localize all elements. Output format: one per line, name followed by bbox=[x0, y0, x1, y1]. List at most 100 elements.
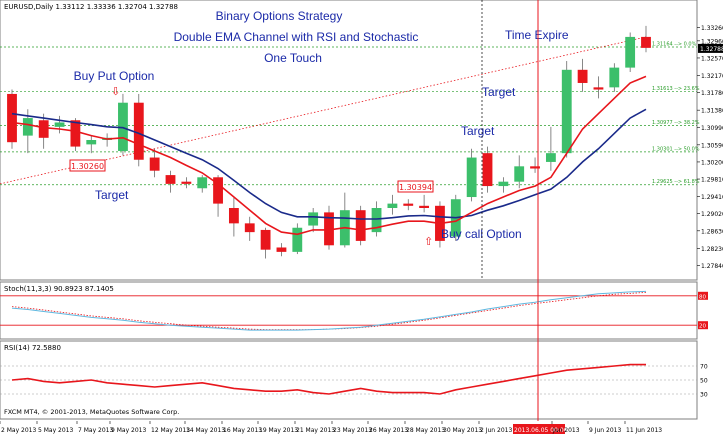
candle bbox=[244, 216, 255, 241]
x-tick-label: 9 Jun 2013 bbox=[589, 427, 621, 434]
candle-body bbox=[482, 153, 493, 187]
x-tick-label: 19 May 2013 bbox=[259, 427, 298, 434]
x-tick-label: 2 May 2013 bbox=[1, 427, 36, 434]
candle bbox=[561, 61, 572, 158]
y-tick-label: 1.31380 bbox=[701, 108, 723, 115]
x-tick-label: 14 May 2013 bbox=[186, 427, 225, 434]
candle bbox=[213, 175, 223, 217]
candle bbox=[165, 170, 176, 193]
y-tick-label: 1.27840 bbox=[701, 263, 723, 270]
rsi-header: RSI(14) 72.5880 bbox=[4, 344, 61, 352]
candle-body bbox=[561, 69, 572, 154]
candle-body bbox=[22, 118, 33, 136]
last-price-tag bbox=[698, 43, 723, 53]
candle bbox=[197, 175, 208, 193]
candle-body bbox=[625, 36, 636, 68]
fib-levels: 1.31164 --> 0.0% 1.31613 --> 23.6% 1.30977… bbox=[0, 41, 700, 185]
candle-body bbox=[498, 181, 509, 187]
fib-level-label: 1.31164 --> 0.0% bbox=[652, 41, 697, 47]
price-pane: 1.31164 --> 0.0% 1.31613 --> 23.6% 1.30977… bbox=[0, 0, 723, 281]
title-line-2: Double EMA Channel with RSI and Stochast… bbox=[174, 30, 419, 44]
candle-body bbox=[514, 166, 525, 182]
rsi-level-text: 50 bbox=[700, 378, 708, 385]
stoch-pane-frame bbox=[0, 281, 698, 340]
candle-body bbox=[324, 212, 334, 246]
candle bbox=[86, 135, 97, 154]
y-tick-label: 1.30990 bbox=[701, 125, 723, 132]
candle bbox=[498, 177, 509, 193]
target-label-2: Target bbox=[461, 124, 495, 138]
candle-body bbox=[149, 157, 160, 171]
candle-body bbox=[466, 157, 477, 198]
price-box-1-text: 1.30260 bbox=[71, 162, 104, 171]
time-expire-label: Time Expire bbox=[505, 28, 569, 42]
up-arrow-icon: ⇧ bbox=[424, 235, 433, 248]
y-tick-label: 1.30200 bbox=[701, 159, 723, 166]
price-axis: 1.33260 1.32960 1.32570 1.32170 1.31780 1.313… bbox=[697, 25, 723, 270]
stoch-lines: 80 20 bbox=[0, 290, 708, 331]
candle bbox=[54, 115, 65, 134]
candle bbox=[387, 194, 398, 215]
candle bbox=[276, 243, 287, 257]
candle-body bbox=[118, 102, 128, 151]
candle-body bbox=[292, 227, 303, 252]
candle bbox=[625, 32, 636, 72]
x-tick-label: Jun 2013 bbox=[552, 427, 580, 434]
x-tick-label: 28 May 2013 bbox=[406, 427, 445, 434]
x-tick-label: 26 May 2013 bbox=[369, 427, 408, 434]
candle-body bbox=[593, 87, 604, 90]
x-tick-label: 7 May 2013 bbox=[78, 427, 113, 434]
rsi-line bbox=[11, 363, 646, 395]
title-line-1: Binary Options Strategy bbox=[216, 9, 343, 23]
x-tick-label: 30 May 2013 bbox=[443, 427, 482, 434]
candle-body bbox=[70, 120, 81, 147]
symbol-header: EURUSD,Daily 1.33112 1.33336 1.32704 1.3… bbox=[4, 3, 178, 11]
candle-body bbox=[403, 203, 414, 206]
candle-body bbox=[197, 177, 208, 189]
candle bbox=[260, 227, 271, 259]
candle-body bbox=[38, 120, 49, 138]
fib-level-label: 1.31613 --> 23.6% bbox=[652, 86, 700, 92]
candle bbox=[545, 126, 556, 171]
candle-body bbox=[133, 102, 144, 160]
x-tick-label: 21 May 2013 bbox=[296, 427, 335, 434]
y-tick-label: 1.29410 bbox=[701, 194, 723, 201]
stoch-main-line bbox=[11, 290, 647, 331]
y-tick-label: 1.28230 bbox=[701, 246, 723, 253]
fib-level-label: 1.29625 --> 61.8% bbox=[652, 179, 700, 185]
candle bbox=[403, 199, 414, 211]
down-arrow-icon: ⇩ bbox=[111, 85, 120, 98]
y-tick-label: 1.32960 bbox=[701, 38, 723, 45]
x-tick-label: 5 May 2013 bbox=[38, 427, 73, 434]
candle bbox=[7, 89, 17, 149]
stoch-level-tag bbox=[698, 321, 708, 330]
candle bbox=[593, 76, 604, 99]
stochastic-pane: Stoch(11,3,3) 90.8923 87.1405 80 20 bbox=[0, 281, 708, 340]
ema-slow-line bbox=[11, 108, 647, 220]
y-tick-label: 1.33260 bbox=[701, 25, 723, 32]
candle-body bbox=[54, 122, 65, 127]
candle-body bbox=[355, 210, 366, 241]
x-tick-label: 9 May 2013 bbox=[111, 427, 146, 434]
candle-body bbox=[244, 223, 255, 233]
rsi-lines: 70 50 30 bbox=[0, 364, 708, 399]
candle bbox=[466, 148, 477, 202]
candle bbox=[482, 146, 493, 193]
candle bbox=[38, 113, 49, 149]
candle bbox=[641, 25, 651, 53]
y-tick-label: 1.32170 bbox=[701, 73, 723, 80]
price-box-1 bbox=[69, 159, 106, 172]
fib-level-label: 1.30301 --> 50.0% bbox=[652, 146, 700, 152]
stoch-level-text: 80 bbox=[699, 294, 706, 300]
candle-body bbox=[371, 208, 382, 233]
y-tick-label: 1.30590 bbox=[701, 142, 723, 149]
candle bbox=[181, 177, 192, 189]
x-tick-label: 16 May 2013 bbox=[223, 427, 262, 434]
price-box-2-text: 1.30394 bbox=[399, 183, 432, 192]
y-tick-label: 1.32570 bbox=[701, 55, 723, 62]
candle-body bbox=[7, 93, 17, 143]
rsi-level-text: 70 bbox=[700, 364, 708, 371]
